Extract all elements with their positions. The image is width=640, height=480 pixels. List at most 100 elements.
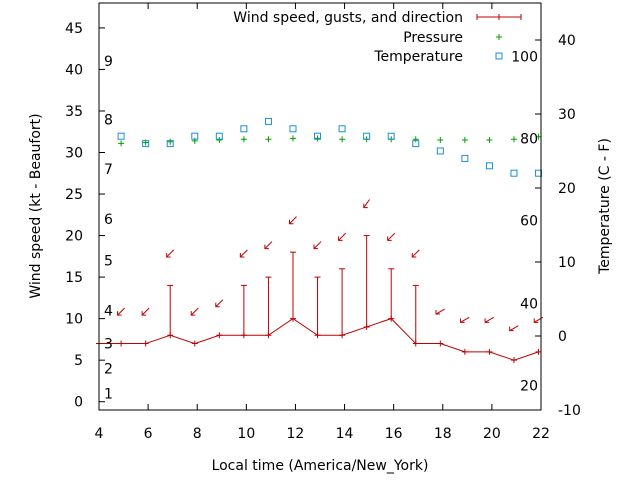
wind-direction-arrow	[141, 307, 150, 316]
x-tick-label: 6	[144, 426, 153, 442]
wind-direction-arrow	[509, 325, 519, 332]
wind-direction-arrowhead	[338, 236, 343, 241]
wind-direction-arrowhead	[435, 310, 440, 315]
x-tick-label: 8	[193, 426, 202, 442]
y2-axis-label: Temperature (C - F)	[597, 138, 613, 275]
temperature-point	[510, 169, 518, 177]
temperature-point	[117, 132, 125, 140]
wind-speed-point	[486, 348, 493, 355]
x-tick-label: 10	[237, 426, 255, 442]
pressure-point	[339, 136, 346, 143]
temperature-point	[289, 125, 297, 133]
wind-direction-arrowhead	[363, 203, 368, 209]
wind-direction-arrowhead	[313, 244, 319, 250]
x-tick-label: 20	[483, 426, 501, 442]
wind-speed-point	[191, 340, 198, 347]
plot-frame	[98, 2, 542, 411]
wind-direction-arrowhead	[509, 326, 514, 332]
wind-speed-point	[265, 332, 272, 339]
y-tick-label: 40	[65, 62, 83, 78]
y2-tick-label: 40	[558, 33, 576, 49]
wind-direction-arrowhead	[239, 252, 245, 258]
wind-direction-arrowhead	[215, 302, 220, 308]
wind-direction-arrow	[411, 249, 420, 258]
wind-direction-arrow	[435, 308, 445, 315]
temperature-point	[363, 132, 371, 140]
temperature-point	[191, 132, 199, 140]
temperature-point	[338, 125, 346, 133]
y-axis-label: Wind speed (kt - Beaufort)	[28, 113, 44, 298]
beaufort-label: 2	[104, 361, 113, 377]
fahrenheit-label: 100	[511, 49, 538, 65]
beaufort-label: 7	[104, 162, 113, 178]
wind-direction-arrowhead	[387, 236, 392, 241]
x-tick-label: 12	[287, 426, 305, 442]
pressure-point	[167, 138, 174, 145]
beaufort-label: 5	[104, 253, 113, 269]
wind-direction-arrowhead	[460, 318, 465, 323]
wind-direction-arrow	[215, 299, 224, 308]
beaufort-label: 8	[104, 112, 113, 128]
temperature-point	[535, 169, 543, 177]
pressure-point	[461, 137, 468, 144]
wind-speed-point	[461, 348, 468, 355]
temperature-point	[461, 154, 469, 162]
y-tick-label: 10	[65, 312, 83, 328]
x-tick-label: 4	[95, 426, 104, 442]
tick-layer	[98, 3, 542, 411]
x-tick-label: 16	[385, 426, 403, 442]
y2-tick-label: 30	[558, 107, 576, 123]
wind-speed-point	[437, 340, 444, 347]
temperature-point	[314, 132, 322, 140]
wind-speed-point	[412, 340, 419, 347]
wind-speed-point	[118, 340, 125, 347]
temperature-point	[142, 140, 150, 148]
wind-speed-point	[240, 332, 247, 339]
wind-direction-arrow	[117, 307, 125, 316]
beaufort-label: 4	[104, 303, 113, 319]
y-tick-label: 0	[74, 395, 83, 411]
y-tick-label: 45	[65, 21, 83, 37]
legend-label-temperature: Temperature	[373, 49, 463, 65]
legend-swatch-temperature	[495, 52, 503, 60]
wind-direction-arrow	[239, 249, 248, 258]
wind-speed-point	[363, 323, 370, 330]
fahrenheit-label: 80	[520, 131, 538, 147]
temperature-point	[215, 132, 223, 140]
wind-speed-point	[314, 332, 321, 339]
temperature-point	[387, 132, 395, 140]
wind-direction-arrowhead	[411, 252, 417, 258]
x-tick-label: 18	[434, 426, 452, 442]
wind-speed-point	[216, 332, 223, 339]
y-tick-label: 30	[65, 146, 83, 162]
temperature-point	[485, 162, 493, 170]
wind-direction-arrow	[363, 199, 370, 208]
temperature-point	[240, 125, 248, 133]
fahrenheit-label: 60	[520, 214, 538, 230]
wind-direction-arrowhead	[288, 219, 294, 225]
legend-swatch-wind-point	[496, 14, 502, 20]
pressure-point	[240, 136, 247, 143]
pressure-point	[289, 135, 296, 142]
wind-speed-point	[167, 332, 174, 339]
y-tick-label: 20	[65, 229, 83, 245]
wind-direction-arrow	[264, 241, 273, 249]
wind-direction-arrow	[338, 232, 346, 241]
x-axis-label: Local time (America/New_York)	[212, 458, 429, 474]
wind-speed-point	[510, 357, 517, 364]
y-tick-label: 25	[65, 187, 83, 203]
wind-direction-arrowhead	[141, 311, 147, 316]
wind-direction-arrowhead	[190, 311, 196, 316]
label-layer: 4 6 8 10 12 14 16 18 20 22051015202530354045-1001…	[28, 21, 613, 474]
x-tick-label: 14	[336, 426, 354, 442]
beaufort-label: 3	[104, 337, 113, 353]
y-tick-label: 15	[65, 270, 83, 286]
beaufort-label: 6	[104, 212, 113, 228]
wind-direction-arrowhead	[533, 318, 539, 323]
wind-speed-point	[142, 340, 149, 347]
temperature-point	[166, 140, 174, 148]
wind-speed-point	[339, 332, 346, 339]
pressure-point	[510, 136, 517, 143]
wind-direction-arrowhead	[484, 318, 490, 323]
